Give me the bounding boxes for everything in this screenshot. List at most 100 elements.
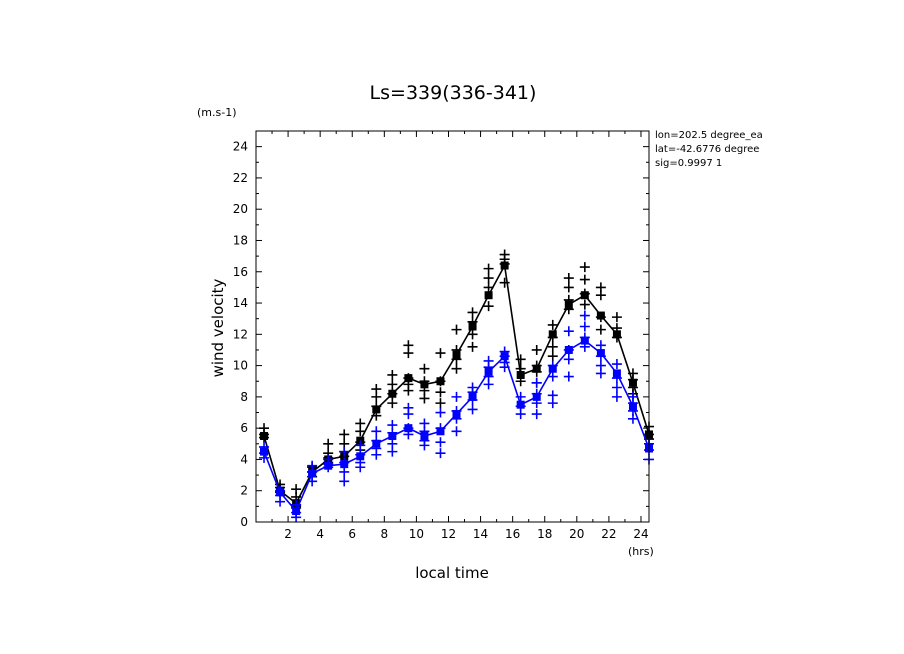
x-tick-label: 8 [381,527,389,541]
series-marker-blue [436,427,445,436]
scatter-point-black [435,398,446,409]
scatter-point-black [467,341,478,352]
scatter-point-black [403,385,414,396]
scatter-point-blue [371,449,382,460]
x-tick-label: 22 [601,527,616,541]
series-marker-blue [324,461,333,470]
y-tick-label: 20 [233,202,248,216]
x-axis-label: local time [415,564,489,582]
y-tick-label: 14 [233,296,248,310]
y-tick-label: 4 [240,452,248,466]
series-marker-blue [500,352,509,361]
scatter-point-blue [403,409,414,420]
series-marker-black [452,350,461,359]
y-tick-label: 16 [233,265,248,279]
scatter-point-blue [371,426,382,437]
chart-title: Ls=339(336-341) [370,82,537,104]
scatter-point-blue [627,413,638,424]
series-marker-black [436,377,445,386]
series-marker-black [532,364,541,373]
scatter-point-blue [563,354,574,365]
scatter-point-black [387,379,398,390]
y-tick-label: 22 [233,171,248,185]
scatter-point-blue [339,466,350,477]
scatter-point-black [515,354,526,365]
series-marker-black [580,291,589,300]
x-tick-label: 4 [316,527,324,541]
series-marker-blue [292,507,301,516]
scatter-point-black [483,263,494,274]
series-marker-blue [516,400,525,409]
series-marker-black [564,300,573,309]
series-marker-black [404,374,413,383]
series-marker-blue [404,424,413,433]
annotation-lat: lat=-42.6776 degree [655,144,759,155]
scatter-point-black [595,324,606,335]
scatter-point-black [611,312,622,323]
series-marker-black [548,330,557,339]
series-marker-black [596,311,605,320]
scatter-point-black [467,329,478,340]
y-tick-label: 6 [240,421,248,435]
scatter-point-black [483,273,494,284]
x-tick-label: 10 [409,527,424,541]
series-marker-black [260,431,269,440]
scatter-point-black [435,348,446,359]
annotation-lon: lon=202.5 degree_ea [655,130,763,141]
x-tick-label: 14 [473,527,488,541]
scatter-point-black [563,282,574,293]
scatter-point-black [435,387,446,398]
annotation-sig: sig=0.9997 1 [655,158,722,169]
scatter-point-black [387,398,398,409]
y-axis-label: wind velocity [209,278,227,377]
series-marker-blue [580,336,589,345]
scatter-point-black [403,348,414,359]
y-unit-label: (m.s-1) [197,106,237,119]
series-marker-blue [612,369,621,378]
scatter-point-black [595,290,606,301]
scatter-point-black [563,273,574,284]
scatter-point-black [547,351,558,362]
plot-area: 2 4 6 8 10 12 14 16 18 20 22 2402468101214161820222… [233,131,654,541]
x-unit-label: (hrs) [628,545,654,558]
series-marker-blue [420,431,429,440]
series-line-black [263,263,650,505]
scatter-point-blue [531,377,542,388]
series-marker-blue [596,349,605,358]
scatter-point-blue [483,379,494,390]
series-marker-blue [260,447,269,456]
series-marker-black [420,380,429,389]
scatter-point-blue [547,371,558,382]
scatter-point-black [419,393,430,404]
scatter-point-blue [547,398,558,409]
scatter-point-blue [595,340,606,351]
series-marker-blue [452,410,461,419]
series-marker-blue [564,345,573,354]
series-marker-blue [468,392,477,401]
series-marker-blue [372,439,381,448]
scatter-point-blue [531,409,542,420]
scatter-point-black [451,324,462,335]
scatter-point-blue [355,440,366,451]
scatter-point-black [579,274,590,285]
x-tick-label: 18 [537,527,552,541]
scatter-point-black [483,301,494,312]
plot-frame [255,130,650,523]
series-marker-blue [308,469,317,478]
scatter-point-blue [563,326,574,337]
x-tick-label: 16 [505,527,520,541]
scatter-point-blue [275,496,286,507]
scatter-point-blue [611,359,622,370]
series-marker-black [500,261,509,270]
scatter-point-blue [451,426,462,437]
x-tick-label: 12 [441,527,456,541]
series-marker-black [388,389,397,398]
x-tick-label: 24 [633,527,648,541]
series-marker-blue [276,488,285,497]
series-marker-blue [388,431,397,440]
series-marker-black [628,378,637,387]
scatter-point-blue [515,409,526,420]
scatter-point-blue [579,310,590,321]
scatter-point-black [323,438,334,449]
